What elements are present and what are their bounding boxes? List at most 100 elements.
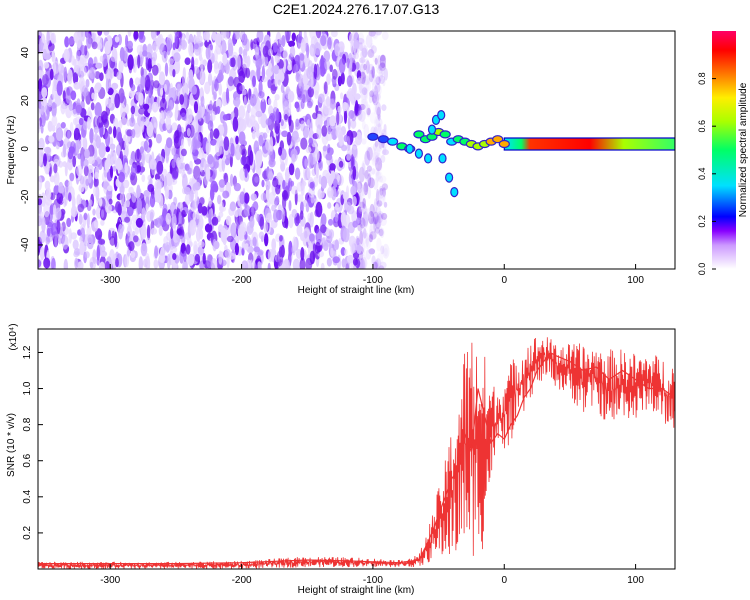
spectrogram-x-ticks: -300 -200 -100 0 100 [100, 264, 644, 286]
colorbar: 0.0 0.2 0.4 0.6 0.8 Normalized spectral ampl… [697, 31, 749, 275]
noise-speckle [86, 213, 90, 229]
noise-speckle [47, 42, 55, 52]
noise-speckle [118, 88, 125, 104]
noise-speckle [374, 82, 381, 93]
noise-speckle [77, 261, 84, 269]
noise-speckle [153, 122, 157, 134]
noise-speckle [166, 253, 171, 269]
noise-speckle [180, 148, 187, 157]
snr-mean-line [38, 351, 675, 565]
noise-speckle [93, 177, 99, 188]
noise-speckle [377, 161, 383, 172]
noise-speckle [215, 42, 223, 55]
noise-speckle [49, 68, 54, 81]
noise-speckle [377, 114, 381, 121]
noise-speckle [363, 254, 367, 269]
signal-point [413, 130, 425, 139]
noise-speckle [381, 183, 388, 191]
noise-speckle [357, 75, 364, 91]
noise-speckle [350, 185, 357, 196]
figure-title: C2E1.2024.276.17.07.G13 [273, 1, 440, 17]
noise-speckle [230, 111, 235, 119]
noise-speckle [378, 176, 384, 183]
branch-point [450, 187, 459, 198]
noise-speckle [63, 48, 70, 63]
noise-speckle [103, 118, 110, 129]
noise-speckle [359, 217, 366, 229]
noise-speckle [223, 136, 230, 151]
noise-speckle [181, 73, 187, 88]
noise-speckle [376, 67, 383, 74]
noise-speckle [41, 39, 49, 54]
noise-speckle [365, 208, 371, 219]
noise-speckle [143, 103, 150, 111]
noise-speckle [41, 87, 48, 98]
x-tick-label: -100 [363, 275, 383, 286]
noise-speckle [192, 211, 197, 221]
noise-speckle [140, 66, 144, 78]
noise-speckle [373, 260, 379, 269]
x-tick-label: -200 [232, 275, 252, 286]
noise-speckle [383, 201, 388, 208]
noise-speckle [250, 39, 254, 51]
noise-speckle [218, 179, 226, 188]
snr-panel: -300 -200 -100 0 100 0.2 0.4 0.6 0.8 1.0 1.2 Heig… [6, 323, 676, 596]
noise-speckle [383, 68, 388, 81]
noise-speckle [164, 185, 170, 200]
noise-speckle [291, 208, 298, 218]
noise-speckle [332, 256, 340, 264]
noise-speckle [100, 245, 106, 253]
noise-speckle [375, 223, 382, 236]
noise-speckle [46, 31, 50, 46]
noise-speckle [365, 70, 371, 84]
noise-speckle [384, 247, 388, 257]
noise-speckle [67, 69, 73, 85]
noise-speckle [74, 58, 80, 74]
noise-speckle [366, 104, 371, 118]
noise-speckle [281, 35, 286, 47]
noise-speckle [224, 157, 230, 166]
noise-speckle [277, 79, 281, 86]
noise-speckle [367, 169, 372, 180]
noise-speckle [104, 159, 110, 173]
noise-speckle [309, 211, 314, 228]
noise-speckle [104, 40, 111, 55]
noise-speckle [369, 44, 374, 57]
noise-speckle [380, 245, 385, 255]
noise-speckle [79, 65, 87, 77]
noise-speckle [294, 101, 300, 109]
noise-speckle [152, 64, 159, 76]
noise-speckle [140, 75, 146, 90]
noise-speckle [361, 120, 366, 130]
noise-speckle [370, 43, 374, 50]
noise-speckle [153, 259, 159, 269]
noise-speckle [230, 143, 235, 157]
noise-speckle [341, 144, 348, 152]
noise-speckle [126, 129, 133, 137]
noise-speckle [67, 180, 73, 190]
noise-speckle [180, 112, 187, 121]
noise-speckle [359, 103, 366, 111]
noise-speckle [74, 257, 79, 269]
noise-speckle [309, 181, 315, 189]
noise-speckle [368, 248, 376, 255]
noise-speckle [227, 38, 233, 49]
noise-speckle [362, 45, 368, 58]
noise-speckle [360, 256, 368, 269]
y-tick-label: 0.2 [22, 526, 33, 540]
noise-speckle [315, 228, 322, 245]
noise-speckle [124, 254, 130, 268]
noise-speckle [359, 63, 367, 74]
noise-speckle [40, 192, 46, 207]
noise-speckle [304, 158, 308, 168]
noise-speckle [224, 248, 231, 258]
noise-speckle [269, 136, 274, 152]
noise-speckle [360, 47, 364, 63]
noise-speckle [173, 52, 181, 62]
noise-speckle [209, 100, 213, 115]
noise-speckle [348, 90, 353, 102]
noise-speckle [62, 161, 67, 168]
noise-speckle [131, 128, 136, 139]
noise-speckle [61, 235, 69, 250]
noise-speckle [360, 184, 366, 197]
